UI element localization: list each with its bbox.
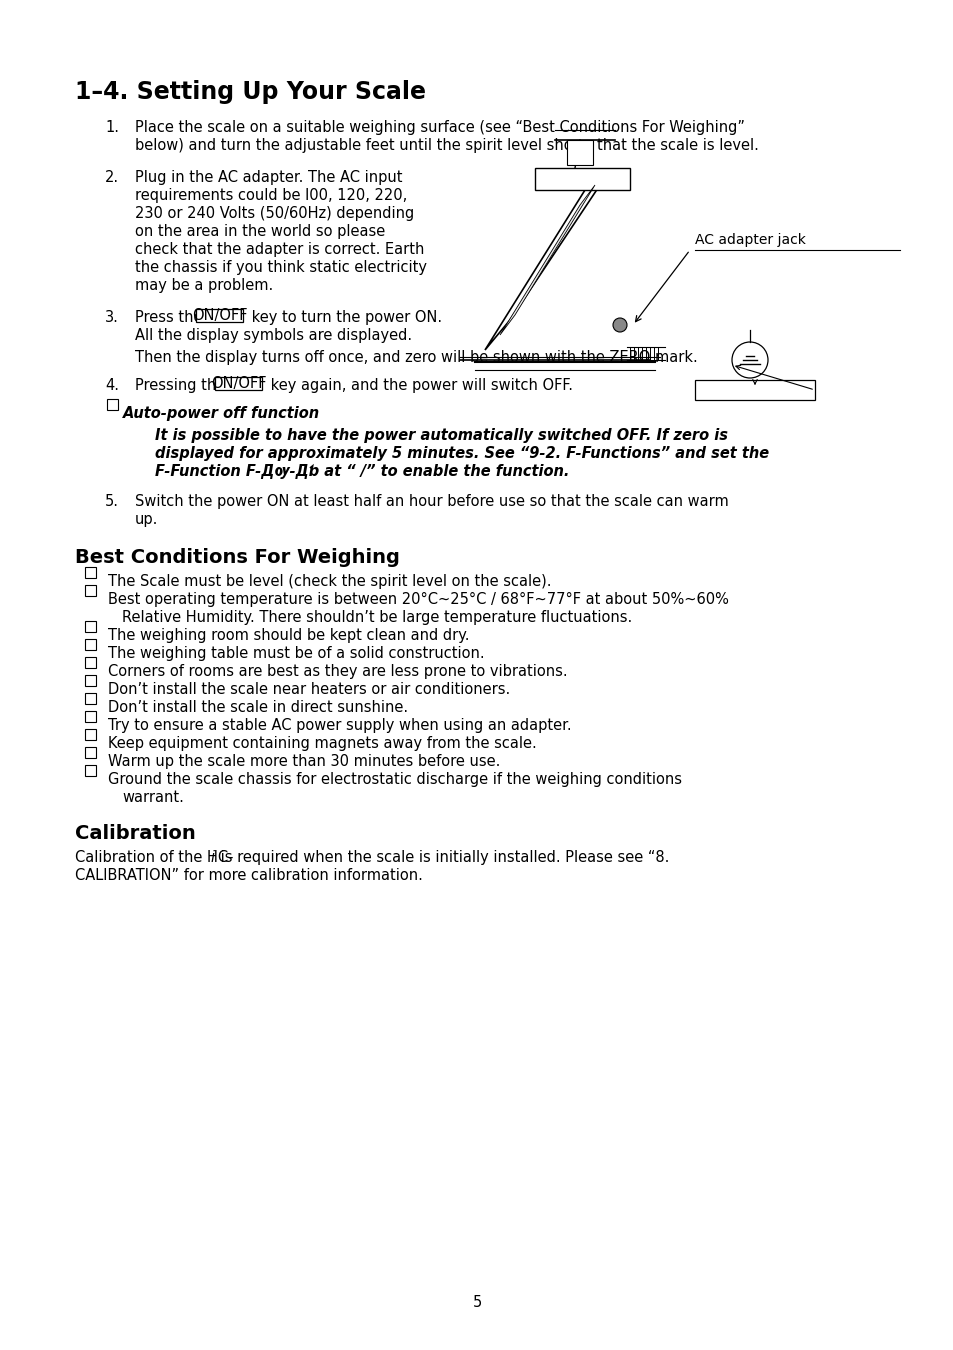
- Text: Then the display turns off once, and zero will be shown with the ZERO mark.: Then the display turns off once, and zer…: [135, 350, 697, 365]
- Text: Don’t install the scale in direct sunshine.: Don’t install the scale in direct sunshi…: [108, 701, 408, 716]
- Text: displayed for approximately 5 minutes. See “9-2. F-Functions” and set the: displayed for approximately 5 minutes. S…: [154, 446, 768, 460]
- Text: may be a problem.: may be a problem.: [135, 278, 273, 293]
- Text: i: i: [210, 850, 214, 865]
- Text: Best operating temperature is between 20°C~25°C / 68°F~77°F at about 50%~60%: Best operating temperature is between 20…: [108, 593, 728, 608]
- Bar: [85, 693, 96, 703]
- Text: Don’t install the scale near heaters or air conditioners.: Don’t install the scale near heaters or …: [108, 682, 510, 697]
- Bar: [107, 398, 118, 409]
- Text: Best Conditions For Weighing: Best Conditions For Weighing: [75, 548, 399, 567]
- Text: 3.: 3.: [105, 310, 119, 325]
- Text: Switch the power ON at least half an hour before use so that the scale can warm: Switch the power ON at least half an hou…: [135, 494, 728, 509]
- Bar: [85, 675, 96, 686]
- Bar: [85, 729, 96, 740]
- Text: Keep equipment containing magnets away from the scale.: Keep equipment containing magnets away f…: [108, 736, 537, 751]
- Bar: [85, 710, 96, 722]
- Text: Pressing the: Pressing the: [135, 378, 230, 393]
- Text: warrant.: warrant.: [122, 790, 184, 805]
- Text: key again, and the power will switch OFF.: key again, and the power will switch OFF…: [266, 378, 573, 393]
- Text: The weighing table must be of a solid construction.: The weighing table must be of a solid co…: [108, 647, 484, 662]
- Text: Plug in the AC adapter. The AC input: Plug in the AC adapter. The AC input: [135, 170, 402, 185]
- Text: on the area in the world so please: on the area in the world so please: [135, 224, 385, 239]
- Bar: [85, 567, 96, 578]
- Bar: [214, 377, 262, 390]
- Bar: [85, 585, 96, 595]
- Text: up.: up.: [135, 512, 158, 526]
- Text: 5.: 5.: [105, 494, 119, 509]
- Text: Earth terminal: Earth terminal: [704, 383, 804, 398]
- Bar: [85, 656, 96, 668]
- Text: 4.: 4.: [105, 378, 119, 393]
- Text: key to turn the power ON.: key to turn the power ON.: [247, 310, 442, 325]
- Circle shape: [731, 342, 767, 378]
- Text: ON/OFF: ON/OFF: [211, 375, 266, 390]
- Text: CALIBRATION” for more calibration information.: CALIBRATION” for more calibration inform…: [75, 868, 422, 883]
- Text: is required when the scale is initially installed. Please see “8.: is required when the scale is initially …: [216, 850, 669, 865]
- Bar: [85, 621, 96, 632]
- Text: the chassis if you think static electricity: the chassis if you think static electric…: [135, 261, 427, 275]
- Text: Ground the scale chassis for electrostatic discharge if the weighing conditions: Ground the scale chassis for electrostat…: [108, 772, 681, 787]
- Text: 1–4. Setting Up Your Scale: 1–4. Setting Up Your Scale: [75, 80, 426, 104]
- Text: 5: 5: [472, 1295, 481, 1309]
- Text: check that the adapter is correct. Earth: check that the adapter is correct. Earth: [135, 242, 424, 256]
- Text: The Scale must be level (check the spirit level on the scale).: The Scale must be level (check the spiri…: [108, 574, 551, 589]
- Text: Calibration of the HC-: Calibration of the HC-: [75, 850, 233, 865]
- Polygon shape: [535, 167, 629, 190]
- Text: below) and turn the adjustable feet until the spirit level shows that the scale : below) and turn the adjustable feet unti…: [135, 138, 758, 153]
- Text: 2.: 2.: [105, 170, 119, 185]
- Bar: [695, 379, 814, 400]
- Text: It is possible to have the power automatically switched OFF. If zero is: It is possible to have the power automat…: [154, 428, 727, 443]
- Text: The weighing room should be kept clean and dry.: The weighing room should be kept clean a…: [108, 628, 469, 643]
- Polygon shape: [484, 170, 609, 350]
- Text: 230 or 240 Volts (50/60Hz) depending: 230 or 240 Volts (50/60Hz) depending: [135, 207, 414, 221]
- Text: AC adapter jack: AC adapter jack: [695, 234, 805, 247]
- Bar: [85, 764, 96, 776]
- Text: F-Function F-Дѹ-Дƅ at “ /” to enable the function.: F-Function F-Дѹ-Дƅ at “ /” to enable the…: [154, 464, 569, 479]
- Circle shape: [613, 319, 626, 332]
- Text: All the display symbols are displayed.: All the display symbols are displayed.: [135, 328, 412, 343]
- Text: Try to ensure a stable AC power supply when using an adapter.: Try to ensure a stable AC power supply w…: [108, 718, 571, 733]
- Text: requirements could be l00, 120, 220,: requirements could be l00, 120, 220,: [135, 188, 407, 202]
- Bar: [196, 309, 243, 321]
- Text: Place the scale on a suitable weighing surface (see “Best Conditions For Weighin: Place the scale on a suitable weighing s…: [135, 120, 744, 135]
- Text: Warm up the scale more than 30 minutes before use.: Warm up the scale more than 30 minutes b…: [108, 755, 500, 770]
- Text: Relative Humidity. There shouldn’t be large temperature fluctuations.: Relative Humidity. There shouldn’t be la…: [122, 610, 632, 625]
- Polygon shape: [566, 140, 593, 165]
- Bar: [85, 747, 96, 757]
- Text: Auto-power off function: Auto-power off function: [123, 406, 320, 421]
- Text: 1.: 1.: [105, 120, 119, 135]
- Polygon shape: [499, 185, 595, 335]
- Text: Calibration: Calibration: [75, 824, 195, 842]
- Text: Corners of rooms are best as they are less prone to vibrations.: Corners of rooms are best as they are le…: [108, 664, 567, 679]
- Bar: [85, 639, 96, 649]
- Text: ON/OFF: ON/OFF: [192, 308, 248, 323]
- Text: Press the: Press the: [135, 310, 207, 325]
